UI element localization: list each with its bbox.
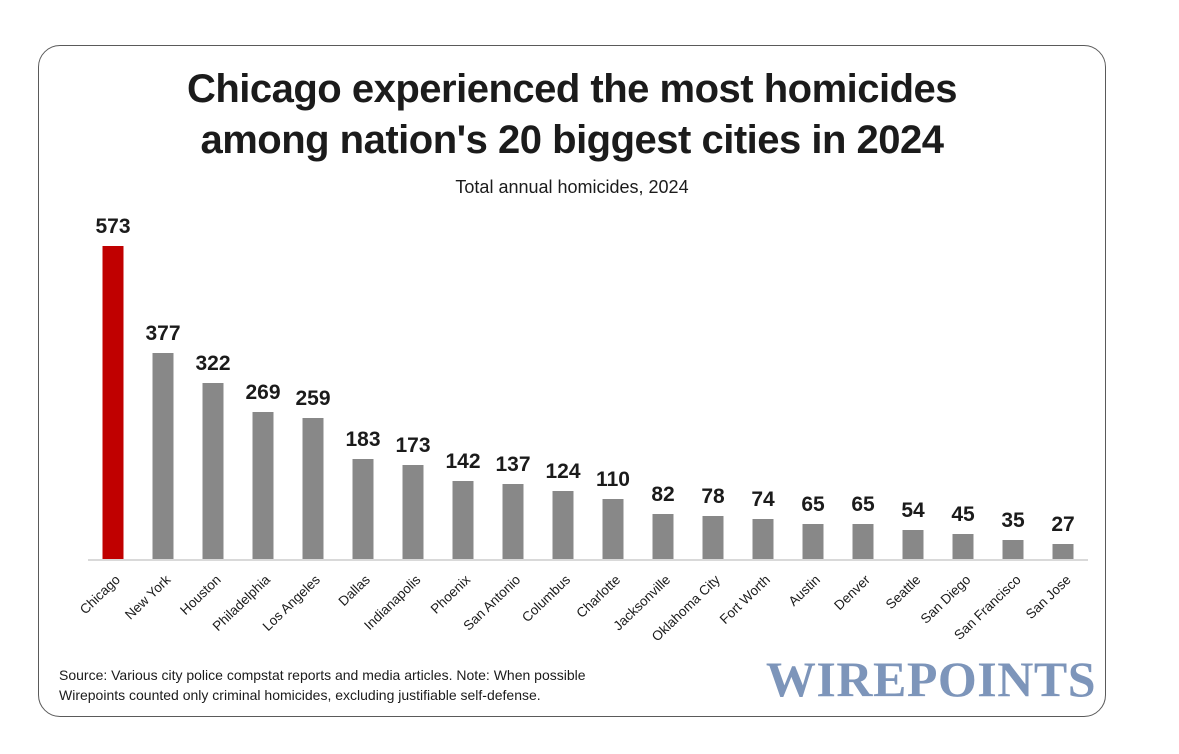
bar-value-label: 259 — [295, 386, 331, 410]
chart-title: Chicago experienced the most homicides a… — [39, 64, 1105, 166]
plot-area: 573 377 322 269 259 183 173 142 137 124 110 82 78 74 6… — [88, 215, 1088, 561]
bar-value-label: 269 — [245, 381, 281, 405]
x-axis-label-slot: Columbus — [519, 565, 588, 673]
bar-dallas — [352, 459, 374, 559]
bar-slot: 65 — [788, 246, 838, 559]
x-axis-label: Austin — [786, 572, 824, 609]
bar-oklahoma-city — [702, 516, 724, 559]
bar-san-francisco — [1002, 539, 1024, 559]
bar-slot: 74 — [738, 246, 788, 559]
bar-los-angeles — [302, 417, 324, 559]
bar-slot: 259 — [288, 246, 338, 559]
bar-slot: 124 — [538, 246, 588, 559]
bar-value-label: 137 — [495, 453, 531, 477]
bar-value-label: 124 — [545, 460, 581, 484]
bar-san-jose — [1052, 544, 1074, 559]
source-note-line2: Wirepoints counted only criminal homicid… — [59, 686, 541, 703]
bar-slot: 110 — [588, 246, 638, 559]
bar-slot: 27 — [1038, 246, 1088, 559]
bar-value-label: 27 — [1051, 513, 1075, 537]
bar-san-diego — [952, 534, 974, 559]
bar-value-label: 573 — [95, 215, 131, 238]
source-note: Source: Various city police compstat rep… — [59, 666, 586, 705]
bar-slot: 183 — [338, 246, 388, 559]
bar-value-label: 45 — [951, 503, 975, 527]
bar-value-label: 377 — [145, 322, 181, 346]
bar-slot: 54 — [888, 246, 938, 559]
bar-new-york — [152, 353, 174, 559]
bar-philadelphia — [252, 412, 274, 559]
bar-value-label: 173 — [395, 433, 431, 457]
bar-slot: 173 — [388, 246, 438, 559]
bar-columbus — [552, 491, 574, 559]
x-axis-label: Denver — [831, 572, 874, 614]
bar-houston — [202, 383, 224, 559]
bar-phoenix — [452, 481, 474, 559]
chart-card: Chicago experienced the most homicides a… — [38, 45, 1106, 717]
bar-value-label: 54 — [901, 498, 925, 522]
bar-value-label: 82 — [651, 483, 675, 507]
x-axis-label: Dallas — [336, 572, 374, 609]
bar-austin — [802, 523, 824, 559]
bar-indianapolis — [402, 464, 424, 559]
bar-slot: 65 — [838, 246, 888, 559]
bar-slot: 35 — [988, 246, 1038, 559]
bar-slot: 269 — [238, 246, 288, 559]
bar-value-label: 65 — [801, 492, 825, 516]
bar-san-antonio — [502, 484, 524, 559]
bar-slot: 45 — [938, 246, 988, 559]
bar-slot: 322 — [188, 246, 238, 559]
bar-fort-worth — [752, 518, 774, 559]
bar-seattle — [902, 529, 924, 559]
x-axis-label: Seattle — [882, 572, 924, 612]
bar-value-label: 78 — [701, 485, 725, 509]
x-axis-label: Chicago — [77, 572, 124, 618]
bar-value-label: 183 — [345, 428, 381, 452]
bar-slot: 573 — [88, 215, 138, 559]
bar-value-label: 322 — [195, 352, 231, 376]
bar-value-label: 65 — [851, 492, 875, 516]
source-note-line1: Source: Various city police compstat rep… — [59, 667, 586, 683]
chart-subtitle: Total annual homicides, 2024 — [455, 177, 689, 197]
bar-slot: 82 — [638, 246, 688, 559]
bar-slot: 137 — [488, 246, 538, 559]
bar-value-label: 35 — [1001, 508, 1025, 532]
bar-chicago — [102, 246, 124, 559]
bar-value-label: 110 — [596, 467, 630, 491]
bar-slot: 78 — [688, 246, 738, 559]
bar-value-label: 74 — [751, 487, 775, 511]
bar-slot: 142 — [438, 246, 488, 559]
bar-slot: 377 — [138, 246, 188, 559]
x-axis-label-slot: Los Angeles — [260, 565, 338, 673]
chart-title-line2: among nation's 20 biggest cities in 2024 — [200, 118, 944, 162]
bar-value-label: 142 — [445, 450, 481, 474]
bar-jacksonville — [652, 514, 674, 559]
bar-charlotte — [602, 498, 624, 559]
chart-title-line1: Chicago experienced the most homicides — [186, 67, 958, 111]
bar-denver — [852, 523, 874, 559]
x-axis-label-slot: New York — [122, 565, 188, 673]
wirepoints-logo: WIREPOINTS — [765, 651, 1096, 707]
x-axis-label-slot: Indianapolis — [361, 565, 438, 673]
